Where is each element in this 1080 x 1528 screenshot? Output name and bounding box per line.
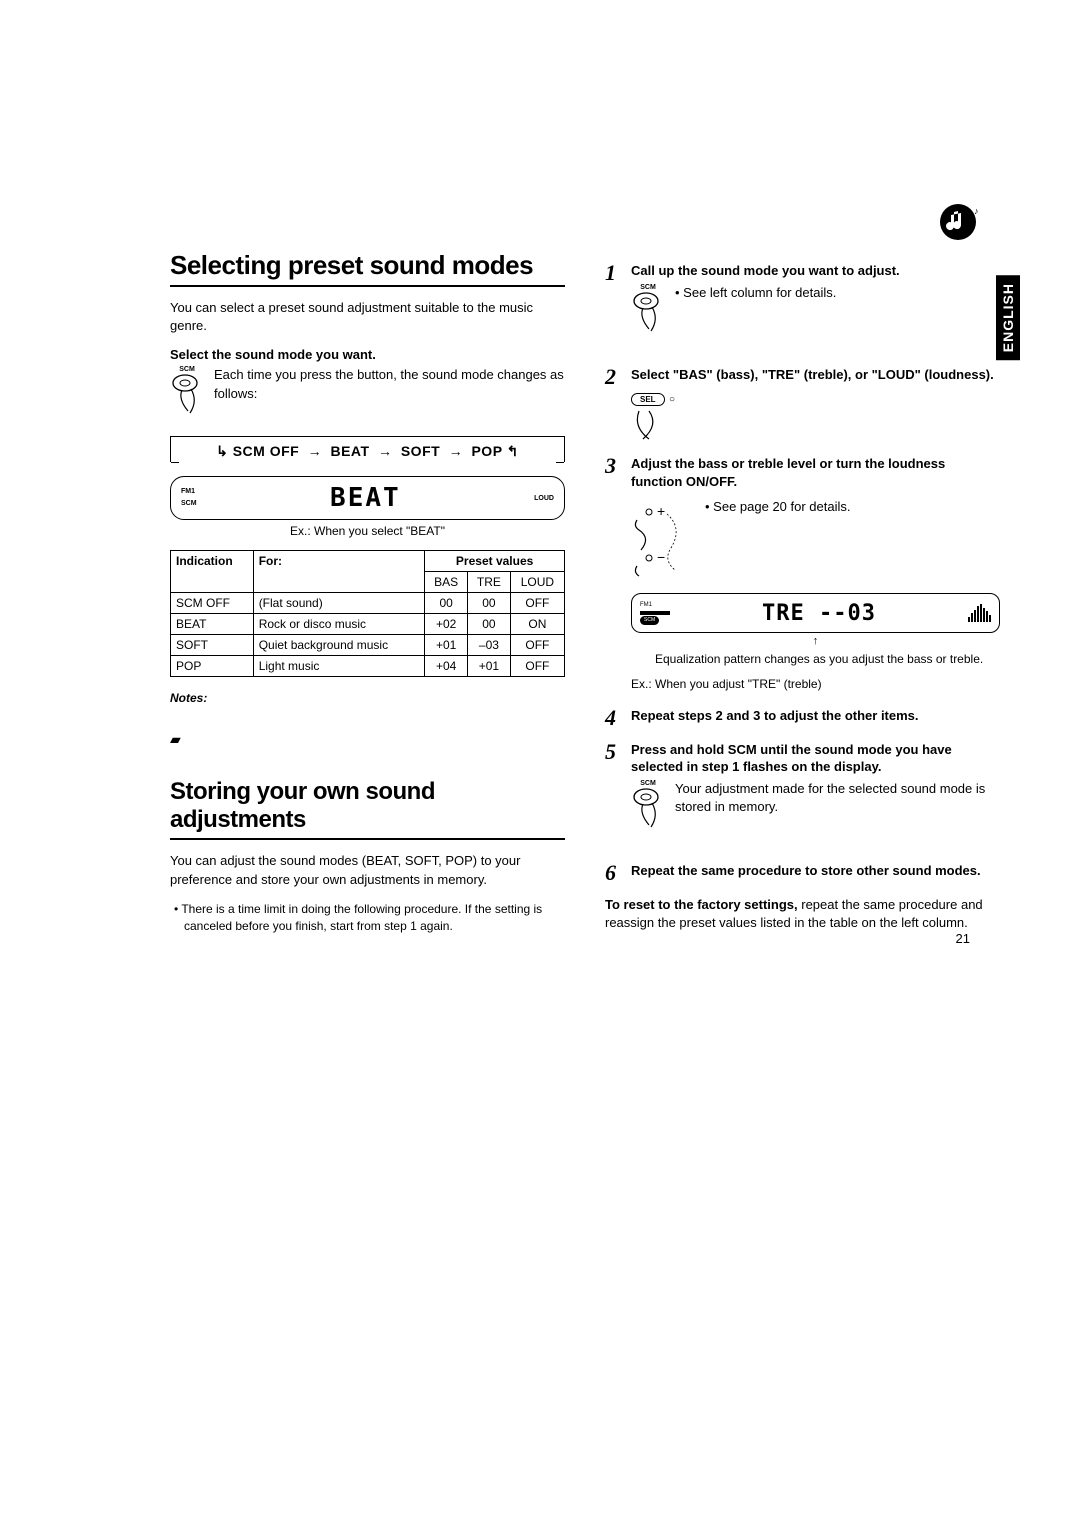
scm-button-icon: SCM: [631, 284, 665, 340]
eq-example: Ex.: When you adjust "TRE" (treble): [631, 676, 1000, 693]
select-mode-title: Select the sound mode you want.: [170, 347, 565, 362]
step-6-title: Repeat the same procedure to store other…: [631, 862, 1000, 880]
step-5-title: Press and hold SCM until the sound mode …: [631, 741, 1000, 776]
lcd-display-tre: FM1 SCM TRE --03: [631, 593, 1000, 633]
table-row: SCM OFF (Flat sound) 00 00 OFF: [171, 593, 565, 614]
step-3-title: Adjust the bass or treble level or turn …: [631, 455, 1000, 490]
svg-text:+: +: [657, 503, 665, 519]
svg-text:♪: ♪: [974, 206, 979, 216]
preset-values-table: Indication For: Preset values BAS TRE LO…: [170, 550, 565, 677]
intro-text: You can select a preset sound adjustment…: [170, 299, 565, 335]
cycle-arrow-icon: ↳: [216, 443, 228, 459]
step-4-title: Repeat steps 2 and 3 to adjust the other…: [631, 707, 1000, 725]
svg-text:−: −: [657, 549, 665, 565]
table-row: BEAT Rock or disco music +02 00 ON: [171, 614, 565, 635]
left-column: Selecting preset sound modes You can sel…: [170, 250, 565, 946]
heading-storing: Storing your own sound adjustments: [170, 778, 565, 840]
arrow-icon: →: [378, 443, 393, 459]
mode-cycle-diagram: ↳ SCM OFF → BEAT → SOFT → POP ↰: [170, 436, 565, 462]
notes-label: Notes:: [170, 691, 565, 705]
select-mode-text: Each time you press the button, the soun…: [214, 366, 565, 422]
store-bullet: • There is a time limit in doing the fol…: [184, 901, 565, 935]
step-number: 3: [605, 455, 623, 695]
table-row: SOFT Quiet background music +01 –03 OFF: [171, 635, 565, 656]
eq-caption: Equalization pattern changes as you adju…: [655, 651, 1000, 668]
manual-page: ♪ ENGLISH Selecting preset sound modes Y…: [0, 0, 1080, 1006]
page-number: 21: [956, 931, 970, 946]
knob-icon: + −: [631, 498, 691, 583]
right-column: 1 Call up the sound mode you want to adj…: [605, 250, 1000, 946]
store-intro: You can adjust the sound modes (BEAT, SO…: [170, 852, 565, 888]
scm-button-icon: SCM: [170, 366, 204, 422]
reset-text: To reset to the factory settings, repeat…: [605, 896, 1000, 932]
language-tab: ENGLISH: [996, 275, 1020, 360]
cassette-icon: ▰: [170, 731, 565, 748]
step-number: 2: [605, 366, 623, 444]
scm-button-icon: SCM: [631, 780, 665, 836]
step-number: 1: [605, 262, 623, 354]
step-1-title: Call up the sound mode you want to adjus…: [631, 262, 1000, 280]
arrow-icon: →: [449, 443, 464, 459]
table-row: POP Light music +04 +01 OFF: [171, 656, 565, 677]
step-number: 5: [605, 741, 623, 850]
arrow-icon: →: [308, 443, 323, 459]
sel-button-icon: SEL ○: [631, 389, 1000, 443]
cycle-return-icon: ↰: [507, 443, 519, 459]
step-number: 6: [605, 862, 623, 884]
eq-bars-icon: [968, 604, 991, 622]
heading-selecting-modes: Selecting preset sound modes: [170, 250, 565, 287]
step-2-title: Select "BAS" (bass), "TRE" (treble), or …: [631, 366, 1000, 384]
lcd-display-beat: FM1 SCM BEAT LOUD: [170, 476, 565, 520]
music-note-icon: ♪: [936, 200, 980, 254]
step-number: 4: [605, 707, 623, 729]
display-caption: Ex.: When you select "BEAT": [170, 524, 565, 538]
